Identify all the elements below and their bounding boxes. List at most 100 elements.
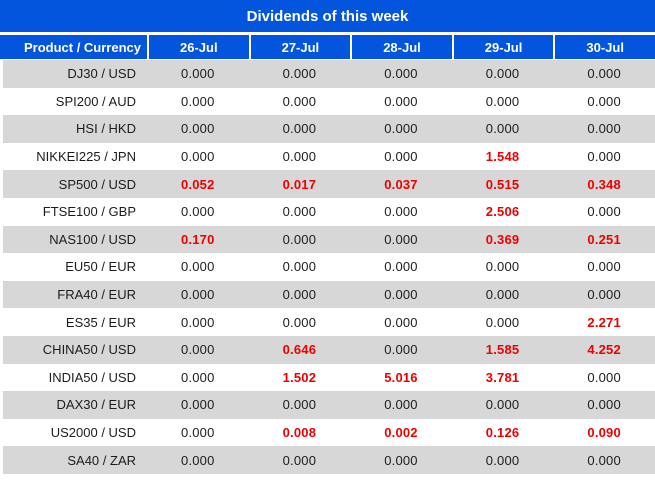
product-name: SA40 / ZAR: [67, 452, 136, 468]
dividend-value: 0.000: [485, 93, 520, 109]
table-row: US2000 / USD 0.000 0.008 0.002 0.126 0.090: [0, 418, 655, 447]
table-row: NAS100 / USD 0.170 0.000 0.000 0.369 0.251: [0, 225, 655, 254]
product-name: SPI200 / AUD: [55, 93, 136, 109]
dividend-value-highlighted: 0.251: [587, 231, 621, 247]
dividend-value: 0.000: [587, 369, 621, 385]
dividend-value: 0.000: [384, 397, 418, 413]
column-header-date: 30-Jul: [553, 35, 655, 59]
dividend-value: 0.000: [282, 121, 317, 137]
dividend-value-highlighted: 1.585: [485, 342, 520, 358]
dividend-value-highlighted: 0.002: [384, 425, 418, 441]
bottom-strip: [0, 473, 655, 485]
table-header-row: Product / Currency 26-Jul 27-Jul 28-Jul 29-…: [0, 35, 655, 60]
dividend-value: 0.000: [384, 342, 418, 358]
product-name: NIKKEI225 / JPN: [36, 149, 136, 165]
dividend-value-highlighted: 0.126: [485, 425, 520, 441]
dividend-value-highlighted: 0.052: [181, 176, 215, 192]
table-row: FTSE100 / GBP 0.000 0.000 0.000 2.506 0.000: [0, 197, 655, 226]
dividend-value: 0.000: [384, 231, 418, 247]
dividend-value: 0.000: [181, 314, 215, 330]
dividend-value-highlighted: 4.252: [587, 342, 621, 358]
dividend-value-highlighted: 2.271: [587, 314, 621, 330]
dividend-value-highlighted: 2.506: [485, 204, 520, 220]
dividend-value: 0.000: [282, 204, 317, 220]
product-name: US2000 / USD: [50, 425, 136, 441]
dividend-value: 0.000: [384, 66, 418, 82]
table-body: DJ30 / USD 0.000 0.000 0.000 0.000 0.000 SPI20…: [0, 60, 655, 474]
dividend-value-highlighted: 0.037: [384, 176, 418, 192]
dividend-value: 0.000: [181, 204, 215, 220]
dividend-value: 0.000: [282, 287, 317, 303]
product-name: SP500 / USD: [58, 176, 136, 192]
table-row: DJ30 / USD 0.000 0.000 0.000 0.000 0.000: [0, 60, 655, 88]
dividend-value: 0.000: [282, 149, 317, 165]
dividend-value: 0.000: [485, 121, 520, 137]
dividend-value-highlighted: 0.369: [485, 231, 520, 247]
dividend-value-highlighted: 0.090: [587, 425, 621, 441]
table-row: DAX30 / EUR 0.000 0.000 0.000 0.000 0.000: [0, 391, 655, 419]
product-name: CHINA50 / USD: [42, 342, 136, 358]
dividend-value: 0.000: [282, 314, 317, 330]
table-row: SP500 / USD 0.052 0.017 0.037 0.515 0.348: [0, 170, 655, 198]
product-name: NAS100 / USD: [49, 231, 136, 247]
dividend-value: 0.000: [587, 149, 621, 165]
table-row: HSI / HKD 0.000 0.000 0.000 0.000 0.000: [0, 115, 655, 143]
dividend-value: 0.000: [181, 452, 215, 468]
dividend-value-highlighted: 1.548: [485, 149, 520, 165]
dividend-value: 0.000: [282, 93, 317, 109]
product-name: DJ30 / USD: [67, 66, 136, 82]
table-row: SPI200 / AUD 0.000 0.000 0.000 0.000 0.000: [0, 87, 655, 116]
product-name: ES35 / EUR: [65, 314, 136, 330]
dividend-value: 0.000: [384, 204, 418, 220]
dividend-value: 0.000: [485, 314, 520, 330]
dividend-value-highlighted: 0.348: [587, 176, 621, 192]
product-name: INDIA50 / USD: [48, 369, 136, 385]
dividend-value: 0.000: [384, 452, 418, 468]
dividend-value: 0.000: [485, 66, 520, 82]
table-row: INDIA50 / USD 0.000 1.502 5.016 3.781 0.000: [0, 363, 655, 392]
dividend-value: 0.000: [485, 287, 520, 303]
dividend-value: 0.000: [384, 287, 418, 303]
dividend-value: 0.000: [282, 397, 317, 413]
dividend-value-highlighted: 3.781: [485, 369, 520, 385]
dividend-value: 0.000: [384, 259, 418, 275]
dividend-value: 0.000: [587, 121, 621, 137]
dividend-value: 0.000: [181, 287, 215, 303]
table-row: ES35 / EUR 0.000 0.000 0.000 0.000 2.271: [0, 308, 655, 336]
dividend-value-highlighted: 0.515: [485, 176, 520, 192]
dividend-value: 0.000: [485, 452, 520, 468]
dividend-value: 0.000: [282, 452, 317, 468]
table-row: EU50 / EUR 0.000 0.000 0.000 0.000 0.000: [0, 253, 655, 281]
dividend-value: 0.000: [181, 369, 215, 385]
dividend-value: 0.000: [384, 93, 418, 109]
dividend-value: 0.000: [181, 121, 215, 137]
dividend-value: 0.000: [587, 259, 621, 275]
column-header-product: Product / Currency: [0, 35, 147, 59]
dividend-value: 0.000: [181, 259, 215, 275]
dividend-value-highlighted: 0.646: [282, 342, 317, 358]
dividend-value: 0.000: [384, 149, 418, 165]
product-name: HSI / HKD: [76, 121, 136, 137]
table-row: NIKKEI225 / JPN 0.000 0.000 0.000 1.548 0.000: [0, 142, 655, 171]
dividend-value-highlighted: 0.008: [282, 425, 317, 441]
page-title: Dividends of this week: [0, 0, 655, 32]
product-name: EU50 / EUR: [65, 259, 136, 275]
dividend-value: 0.000: [181, 342, 215, 358]
dividend-value: 0.000: [587, 397, 621, 413]
dividend-value: 0.000: [587, 287, 621, 303]
dividend-value: 0.000: [485, 259, 520, 275]
dividend-value: 0.000: [181, 66, 215, 82]
table-row: FRA40 / EUR 0.000 0.000 0.000 0.000 0.000: [0, 280, 655, 309]
dividend-value: 0.000: [384, 314, 418, 330]
dividend-value: 0.000: [282, 231, 317, 247]
dividend-value: 0.000: [485, 397, 520, 413]
product-name: FTSE100 / GBP: [42, 204, 136, 220]
column-header-date: 26-Jul: [147, 35, 249, 59]
table-row: SA40 / ZAR 0.000 0.000 0.000 0.000 0.000: [0, 446, 655, 474]
dividend-value: 0.000: [282, 259, 317, 275]
dividend-value: 0.000: [282, 66, 317, 82]
product-name: DAX30 / EUR: [56, 397, 136, 413]
dividend-value-highlighted: 0.017: [282, 176, 317, 192]
dividend-value: 0.000: [384, 121, 418, 137]
